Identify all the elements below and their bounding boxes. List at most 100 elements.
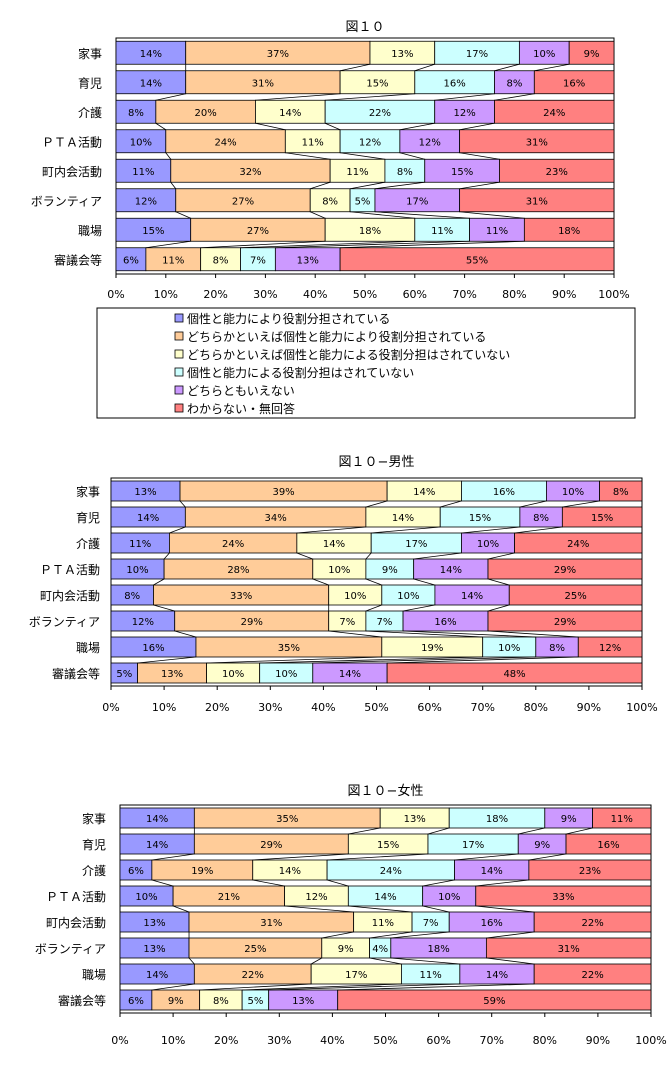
x-tick-label: 80% <box>502 288 526 301</box>
data-label: 10% <box>533 49 555 60</box>
data-label: 12% <box>599 643 621 654</box>
data-label: 14% <box>140 78 162 89</box>
category-label: 職場 <box>76 641 100 655</box>
data-label: 22% <box>369 108 391 119</box>
series-connector-line <box>365 630 483 638</box>
series-connector-line <box>337 983 535 991</box>
series-connector-line <box>486 931 535 939</box>
data-label: 23% <box>579 866 601 877</box>
data-label: 6% <box>128 866 144 877</box>
series-connector-line <box>151 879 174 887</box>
bar-segment <box>475 885 652 907</box>
x-tick-label: 40% <box>303 288 327 301</box>
series-connector-line <box>325 93 415 101</box>
data-label: 14% <box>146 970 168 981</box>
data-label: 8% <box>213 996 229 1007</box>
data-label: 10% <box>498 643 520 654</box>
series-connector-line <box>459 181 500 190</box>
series-connector-line <box>348 905 413 913</box>
data-label: 17% <box>462 840 484 851</box>
data-label: 25% <box>244 944 266 955</box>
series-connector-line <box>153 604 175 612</box>
series-connector-line <box>399 122 435 131</box>
data-label: 13% <box>161 669 183 680</box>
data-label: 33% <box>230 591 252 602</box>
legend-label: どちらかといえば個性と能力により役割分担されている <box>187 329 486 344</box>
data-label: 15% <box>451 167 473 178</box>
data-label: 9% <box>168 996 184 1007</box>
series-connector-line <box>172 905 190 913</box>
data-label: 11% <box>346 167 368 178</box>
data-label: 25% <box>565 591 587 602</box>
data-label: 14% <box>392 513 414 524</box>
data-label: 16% <box>434 617 456 628</box>
data-label: 11% <box>129 539 151 550</box>
category-label: 町内会活動 <box>42 165 102 179</box>
data-label: 7% <box>339 617 355 628</box>
series-connector-line <box>169 526 186 534</box>
data-label: 15% <box>377 840 399 851</box>
x-tick-label: 30% <box>258 701 282 714</box>
category-label: ＰＴＡ活動 <box>42 135 102 149</box>
x-tick-label: 90% <box>577 701 601 714</box>
bar-segment <box>339 247 615 272</box>
series-connector-line <box>365 500 388 508</box>
category-label: 育児 <box>76 510 100 525</box>
data-label: 14% <box>440 565 462 576</box>
series-connector-line <box>387 656 579 664</box>
bar-segment <box>561 506 643 528</box>
series-connector-line <box>175 211 191 219</box>
series-connector-line <box>137 656 197 664</box>
data-label: 12% <box>135 196 157 207</box>
series-connector-line <box>565 827 593 835</box>
data-label: 29% <box>260 840 282 851</box>
data-label: 16% <box>444 78 466 89</box>
x-tick-label: 100% <box>635 1034 666 1047</box>
data-label: 9% <box>584 49 600 60</box>
series-connector-line <box>494 63 520 72</box>
data-label: 8% <box>128 108 144 119</box>
series-connector-line <box>350 211 415 219</box>
data-label: 9% <box>534 840 550 851</box>
x-tick-label: 70% <box>479 1034 503 1047</box>
series-connector-line <box>328 630 382 638</box>
data-label: 13% <box>134 487 156 498</box>
data-label: 39% <box>272 487 294 498</box>
x-tick-label: 60% <box>403 288 427 301</box>
data-label: 12% <box>453 108 475 119</box>
bar-segment <box>523 217 615 242</box>
x-tick-label: 60% <box>417 701 441 714</box>
data-label: 48% <box>503 669 525 680</box>
data-label: 11% <box>302 137 324 148</box>
series-connector-line <box>461 526 520 534</box>
legend-label: 個性と能力による役割分担はされていない <box>187 365 414 380</box>
series-connector-line <box>514 526 563 534</box>
series-connector-line <box>486 957 535 965</box>
x-tick-label: 100% <box>598 288 629 301</box>
data-label: 11% <box>486 226 508 237</box>
data-label: 23% <box>546 167 568 178</box>
category-label: ボランティア <box>29 615 100 629</box>
data-label: 34% <box>264 513 286 524</box>
series-connector-line <box>153 578 165 586</box>
x-tick-label: 30% <box>253 288 277 301</box>
data-label: 16% <box>493 487 515 498</box>
data-label: 5% <box>116 669 132 680</box>
bar-segment <box>592 807 652 829</box>
series-connector-line <box>440 500 462 508</box>
data-label: 7% <box>250 255 266 266</box>
series-connector-line <box>374 181 425 190</box>
series-connector-line <box>259 656 483 664</box>
legend-swatch <box>174 367 184 377</box>
data-label: 14% <box>323 539 345 550</box>
series-connector-line <box>242 983 402 991</box>
x-tick-label: 70% <box>452 288 476 301</box>
data-label: 32% <box>239 167 261 178</box>
data-label: 35% <box>278 643 300 654</box>
series-connector-line <box>494 93 535 101</box>
category-label: 介護 <box>78 105 102 120</box>
data-label: 14% <box>486 970 508 981</box>
data-label: 15% <box>142 226 164 237</box>
series-connector-line <box>519 500 547 508</box>
data-label: 19% <box>421 643 443 654</box>
